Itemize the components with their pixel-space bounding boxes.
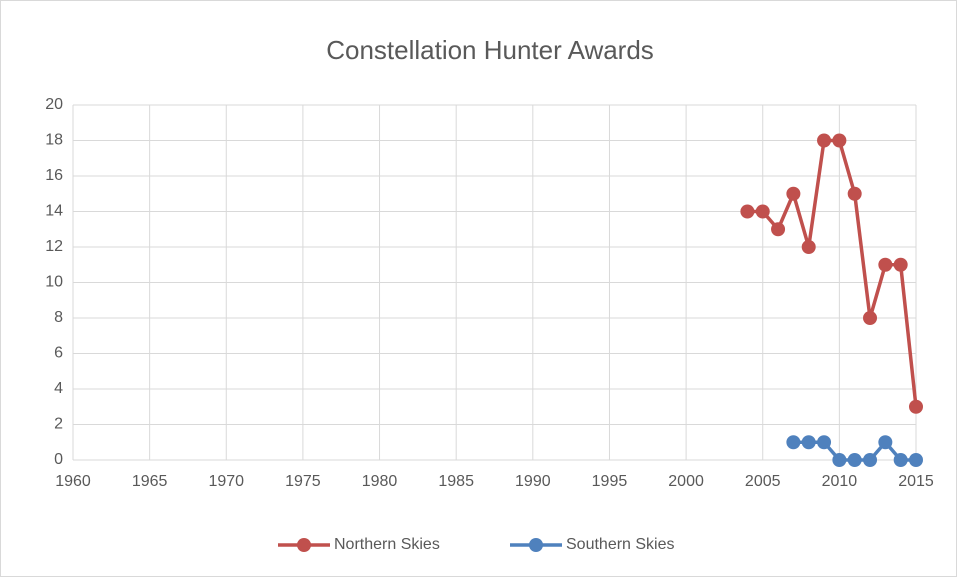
x-tick-label: 1975 <box>285 473 321 490</box>
x-tick-label: 1980 <box>362 473 398 490</box>
data-point <box>863 311 878 325</box>
y-tick-label: 2 <box>54 416 63 433</box>
data-point <box>740 204 755 219</box>
data-point <box>893 257 908 272</box>
legend-marker <box>297 538 311 552</box>
x-tick-label: 1990 <box>515 473 551 490</box>
x-tick-label: 2005 <box>745 473 781 490</box>
data-point <box>863 453 878 467</box>
data-point <box>832 133 847 148</box>
y-tick-label: 18 <box>45 132 63 149</box>
chart-title: Constellation Hunter Awards <box>326 35 654 65</box>
data-point <box>817 133 832 148</box>
x-tick-label: 2000 <box>668 473 704 490</box>
data-point <box>878 257 893 272</box>
legend-marker <box>529 538 543 552</box>
data-point <box>786 186 801 201</box>
legend-label: Northern Skies <box>334 536 440 553</box>
data-point <box>909 453 923 467</box>
x-tick-label: 1995 <box>592 473 628 490</box>
data-point <box>847 453 862 467</box>
y-tick-label: 8 <box>54 309 63 326</box>
x-tick-label: 1960 <box>55 473 91 490</box>
x-tick-label: 1985 <box>438 473 474 490</box>
y-tick-label: 10 <box>45 274 63 291</box>
y-tick-label: 6 <box>54 345 63 362</box>
y-tick-label: 20 <box>45 96 63 113</box>
y-tick-label: 0 <box>54 451 63 468</box>
data-point <box>801 435 816 450</box>
y-tick-label: 14 <box>45 203 63 220</box>
data-point <box>832 453 847 467</box>
data-point <box>909 399 923 414</box>
data-point <box>755 204 770 219</box>
data-point <box>847 186 862 201</box>
x-tick-label: 1965 <box>132 473 168 490</box>
data-point <box>786 435 801 450</box>
y-tick-label: 4 <box>54 380 63 397</box>
y-tick-label: 16 <box>45 167 63 184</box>
legend-label: Southern Skies <box>566 536 675 553</box>
data-point <box>771 222 786 237</box>
x-tick-label: 2010 <box>822 473 858 490</box>
data-point <box>893 453 908 467</box>
data-point <box>878 435 893 450</box>
x-tick-label: 2015 <box>898 473 934 490</box>
data-point <box>801 240 816 254</box>
data-point <box>817 435 832 450</box>
x-tick-label: 1970 <box>208 473 244 490</box>
y-tick-label: 12 <box>45 238 63 255</box>
